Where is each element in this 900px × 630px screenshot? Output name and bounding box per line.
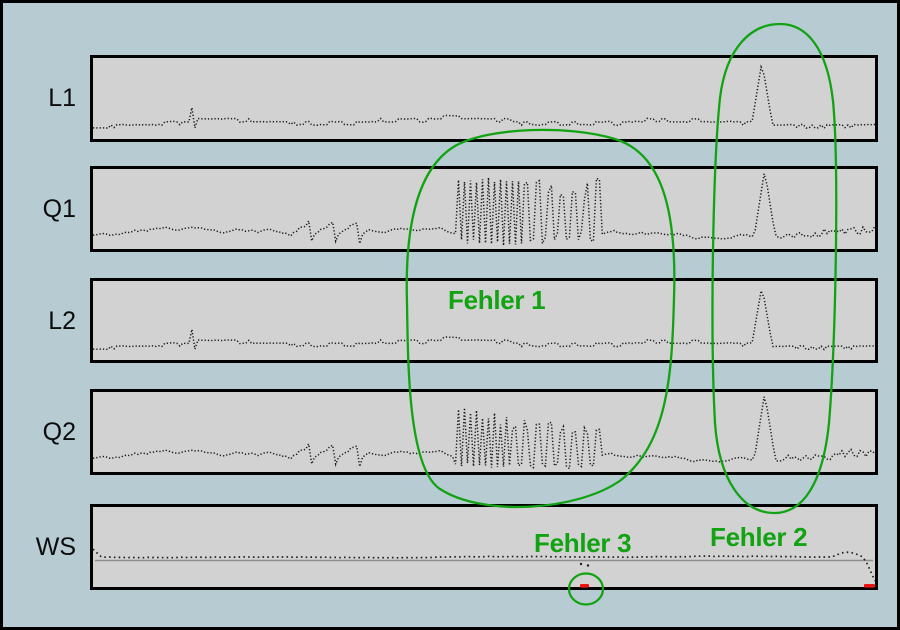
signal-trace-l1	[93, 64, 875, 130]
trace-ws	[93, 548, 875, 582]
channel-label-ws: WS	[35, 533, 76, 561]
ws-outlier-dot	[586, 564, 590, 567]
signal-panel-q2	[90, 389, 878, 475]
signal-panel-q1	[90, 166, 878, 252]
channel-label-l1: L1	[48, 84, 76, 112]
fault1-label: Fehler 1	[448, 285, 546, 315]
trace-q2	[93, 396, 875, 471]
ws-outlier-dot	[579, 562, 583, 566]
signal-trace-ws	[93, 548, 875, 582]
signal-trace-q2	[93, 396, 875, 471]
signal-panel-ws	[90, 504, 878, 590]
channel-label-q2: Q2	[42, 418, 76, 446]
fault3-label: Fehler 3	[534, 528, 632, 558]
trace-l1	[93, 64, 875, 130]
channel-label-q1: Q1	[42, 195, 76, 223]
channel-label-l2: L2	[48, 307, 76, 335]
signal-panel-l1	[90, 55, 878, 142]
signal-trace-q1	[93, 173, 875, 246]
fault2-label: Fehler 2	[710, 522, 808, 552]
trace-q1	[93, 173, 875, 246]
